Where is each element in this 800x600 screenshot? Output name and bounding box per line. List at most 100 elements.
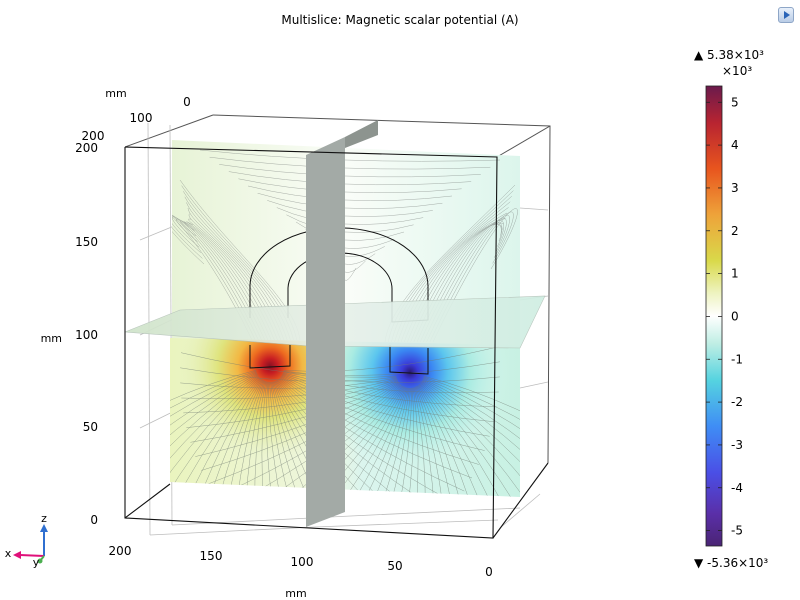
field-line (172, 210, 256, 341)
y-tick: 100 (130, 111, 153, 125)
field-line (170, 369, 257, 460)
field-line (176, 218, 266, 341)
field-line (171, 378, 262, 497)
field-line (172, 216, 262, 341)
field-line (283, 361, 500, 376)
colorbar-tick-label: -2 (731, 395, 743, 409)
field-line (170, 372, 257, 497)
y-tick: 0 (183, 95, 191, 109)
field-line (276, 207, 424, 225)
colorbar-tick-label: 3 (731, 181, 739, 195)
field-line (418, 385, 495, 497)
x-tick: 50 (387, 559, 402, 573)
field-line (420, 382, 520, 497)
x-axis-unit: mm (285, 587, 306, 600)
field-line (209, 156, 491, 170)
colorbar-tick-label: -5 (731, 524, 743, 538)
field-line (421, 381, 520, 497)
colorbar-ticks: 5 4 3 2 1 0 -1 -2 -3 -4 -5 (706, 95, 743, 538)
field-line (303, 387, 408, 497)
play-icon[interactable] (778, 7, 794, 23)
plot-title: Multislice: Magnetic scalar potential (A… (281, 13, 519, 27)
vertical-slice (306, 120, 378, 527)
field-line (419, 384, 520, 497)
field-line (422, 379, 520, 497)
field-line (423, 377, 520, 493)
field-line (185, 379, 262, 497)
field-line (265, 386, 405, 497)
field-line (423, 378, 520, 497)
field-line (283, 372, 499, 393)
field-line (180, 367, 397, 382)
field-line (186, 221, 275, 341)
z-tick: 150 (75, 235, 98, 249)
field-line (360, 387, 411, 497)
field-line (254, 381, 267, 497)
field-line (417, 385, 481, 497)
x-tick: 150 (200, 549, 223, 563)
colorbar-tick-label: 5 (731, 95, 739, 109)
field-line (270, 381, 335, 497)
field-line (170, 373, 258, 497)
field-line (283, 371, 500, 383)
field-line (186, 380, 398, 428)
field-line (429, 211, 514, 343)
z-tick: 100 (75, 328, 98, 342)
field-line (415, 386, 451, 497)
field-line (271, 381, 349, 497)
colorbar: ▲ 5.38×10³ ×10³ 5 4 3 2 1 0 -1 -2 -3 -4 -5 ▼ -5.36… (694, 48, 768, 570)
field-line (331, 387, 409, 497)
colorbar-min-label: ▼ -5.36×10³ (694, 556, 768, 570)
field-line (375, 387, 412, 497)
field-line (421, 381, 520, 497)
colorbar-tick-label: 2 (731, 224, 739, 238)
field-line (199, 379, 263, 497)
y-axis-unit: mm (105, 87, 126, 100)
field-line (413, 387, 426, 497)
z-axis-ticks: 0 50 100 150 200 (75, 141, 98, 527)
field-line (423, 375, 520, 466)
field-line (229, 380, 265, 497)
triad-y-label: y (33, 556, 40, 569)
field-line (247, 185, 453, 201)
field-line (432, 208, 518, 343)
field-line (170, 376, 260, 497)
field-line (180, 220, 269, 341)
field-line (279, 378, 465, 492)
field-line (180, 352, 397, 378)
field-line (282, 374, 494, 422)
field-line (295, 221, 405, 241)
colorbar-tick-label: 0 (731, 309, 739, 323)
field-line (170, 370, 257, 473)
field-line (290, 387, 407, 497)
x-tick: 100 (291, 555, 314, 569)
field-lines-lower (170, 346, 520, 497)
z-axis-unit: mm (41, 332, 62, 345)
bounding-box-back (124, 114, 551, 464)
field-line (422, 380, 520, 497)
field-line (170, 371, 257, 487)
bounding-box-front (124, 146, 549, 539)
x-tick: 200 (109, 544, 132, 558)
z-tick: 0 (90, 513, 98, 527)
field-line (420, 383, 520, 497)
field-line (414, 387, 437, 497)
field-line (170, 377, 260, 497)
field-line (282, 373, 497, 408)
field-line (172, 213, 259, 341)
field-line (243, 381, 266, 497)
x-axis-ticks: 200 150 100 50 0 (109, 544, 493, 579)
z-tick: 50 (83, 420, 98, 434)
field-line (277, 387, 406, 497)
field-line (170, 375, 259, 497)
colorbar-tick-label: -1 (731, 352, 743, 366)
field-line (172, 207, 253, 341)
y-axis-ticks: 200 100 0 (82, 95, 191, 143)
field-line (280, 376, 479, 465)
field-line (170, 378, 261, 497)
colorbar-multiplier: ×10³ (722, 64, 752, 78)
colorbar-tick-label: 4 (731, 138, 739, 152)
field-line (426, 214, 510, 343)
field-line (281, 375, 485, 451)
